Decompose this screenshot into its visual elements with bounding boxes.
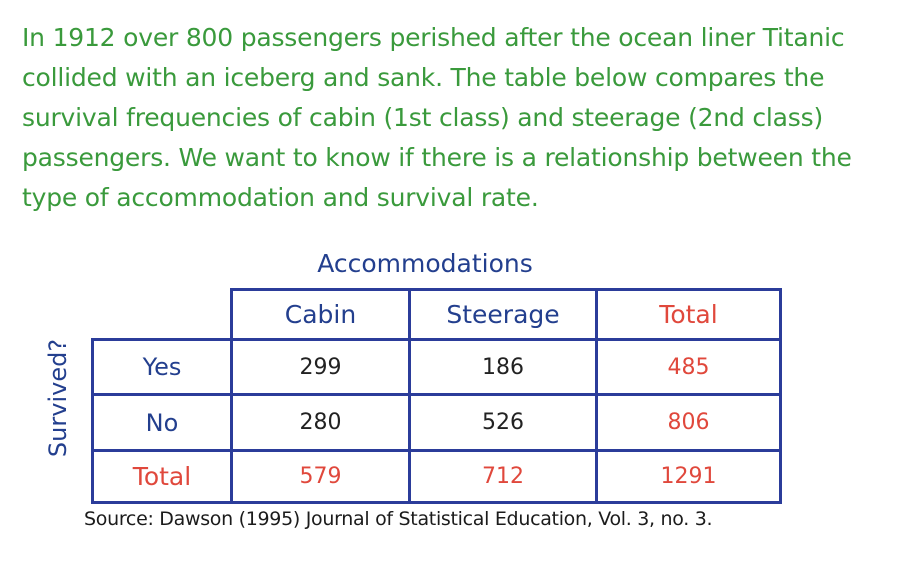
intro-line: collided with an iceberg and sank. The t… [22, 63, 825, 92]
intro-line: survival frequencies of cabin (1st class… [22, 103, 823, 132]
table-line [91, 338, 94, 504]
intro-paragraph: In 1912 over 800 passengers perished aft… [22, 18, 892, 218]
intro-line: passengers. We want to know if there is … [22, 143, 852, 172]
table-cell: 299 [299, 354, 342, 380]
table-line [91, 338, 782, 341]
table-cell: 186 [482, 354, 524, 380]
row-header-no: No [145, 408, 179, 437]
source-citation: Source: Dawson (1995) Journal of Statist… [84, 508, 713, 530]
table-cell: 280 [299, 410, 342, 435]
intro-line: In 1912 over 800 passengers perished aft… [22, 23, 845, 52]
table-line [779, 288, 782, 504]
column-header-total: Total [659, 300, 718, 329]
table-cell-total: 806 [667, 410, 710, 435]
table-cell-total: 485 [667, 354, 710, 380]
intro-line: type of accommodation and survival rate. [22, 183, 539, 212]
row-group-label: Survived? [44, 338, 72, 458]
table-line [91, 393, 782, 396]
table-cell: 526 [482, 410, 524, 435]
column-header-cabin: Cabin [284, 300, 357, 329]
table-line [91, 501, 782, 504]
column-header-steerage: Steerage [446, 300, 560, 329]
row-header-yes: Yes [142, 353, 182, 381]
table-cell-total: 712 [482, 464, 524, 489]
table-line [230, 288, 782, 291]
table-cell-total: 1291 [660, 464, 717, 489]
table-line [408, 288, 411, 504]
table-line [230, 288, 233, 504]
table-line [91, 449, 782, 452]
column-group-label: Accommodations [317, 249, 533, 278]
table-cell-total: 579 [299, 464, 342, 489]
row-header-total: Total [132, 462, 192, 491]
table-line [595, 288, 598, 504]
